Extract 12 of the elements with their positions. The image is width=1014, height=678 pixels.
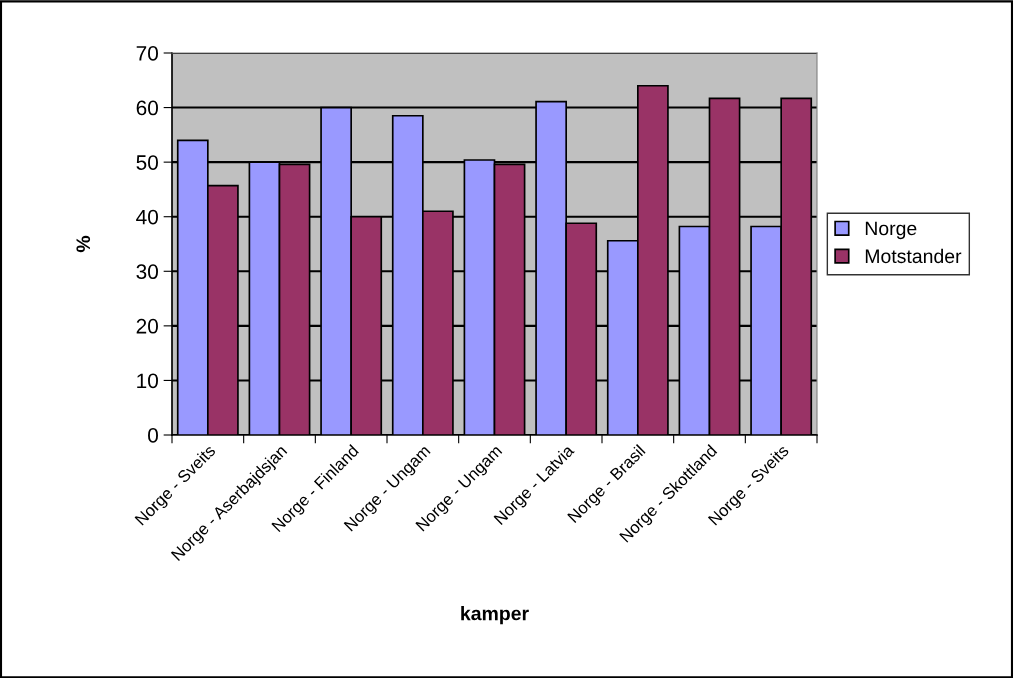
y-tick-label: 40 [136, 209, 158, 225]
y-axis-title: % [76, 235, 91, 253]
y-tick-label: 50 [136, 155, 158, 170]
legend-label: Norge [865, 221, 917, 240]
y-tick-label: 30 [136, 264, 158, 280]
x-axis-title: kamper [461, 606, 529, 625]
legend-label: Motstander [865, 248, 962, 264]
y-tick-label: 20 [136, 318, 158, 334]
y-tick-label: 10 [137, 373, 158, 389]
y-tick-label: 60 [136, 100, 158, 116]
y-tick-label: 0 [148, 428, 158, 443]
y-tick-label: 70 [136, 46, 158, 61]
